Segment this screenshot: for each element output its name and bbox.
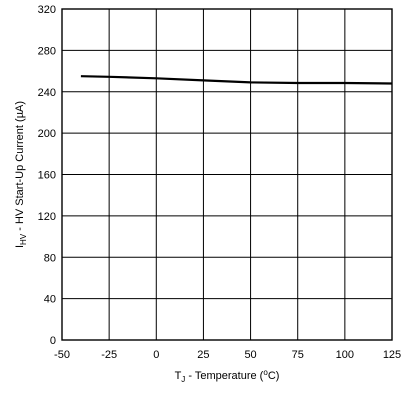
plot-frame: [61, 8, 393, 341]
x-tick-label: -25: [101, 349, 117, 361]
x-tick-label: 50: [244, 349, 256, 361]
x-axis-title-sub: J: [181, 375, 185, 384]
y-axis-title: IHV - HV Start-Up Current (µA): [14, 101, 28, 248]
series-layer: [80, 75, 393, 85]
y-tick-label: 160: [38, 170, 56, 182]
x-tick-labels: -50 -25 0 25 50 75 100 125: [54, 349, 401, 361]
x-axis-title-sup: o: [263, 368, 268, 377]
x-axis-title: TJ - Temperature (oC): [175, 368, 280, 384]
y-axis-title-main: I: [14, 245, 26, 248]
y-tick-labels: 0 40 80 120 160 200 240 280 320: [38, 4, 56, 347]
y-tick-label: 0: [50, 335, 56, 347]
y-axis-title-rest: - HV Start-Up Current (µA): [14, 101, 26, 234]
y-tick-label: 280: [38, 45, 56, 57]
y-tick-label: 120: [38, 211, 56, 223]
y-tick-label: 80: [44, 252, 56, 264]
x-tick-label: 125: [383, 349, 401, 361]
x-tick-label: 25: [197, 349, 209, 361]
x-tick-label: 0: [153, 349, 159, 361]
x-tick-label: 100: [336, 349, 354, 361]
y-axis-title-sub: HV: [19, 233, 28, 245]
x-tick-label: 75: [292, 349, 304, 361]
x-tick-label: -50: [54, 349, 70, 361]
y-tick-label: 200: [38, 128, 56, 140]
y-tick-label: 240: [38, 87, 56, 99]
x-axis-title-unit: C): [268, 370, 280, 382]
y-tick-label: 40: [44, 294, 56, 306]
x-axis-title-main: T: [175, 370, 182, 382]
grid: [61, 8, 393, 341]
series-line-0: [80, 75, 393, 85]
y-tick-label: 320: [38, 4, 56, 16]
x-axis-title-rest: - Temperature (: [185, 370, 263, 382]
